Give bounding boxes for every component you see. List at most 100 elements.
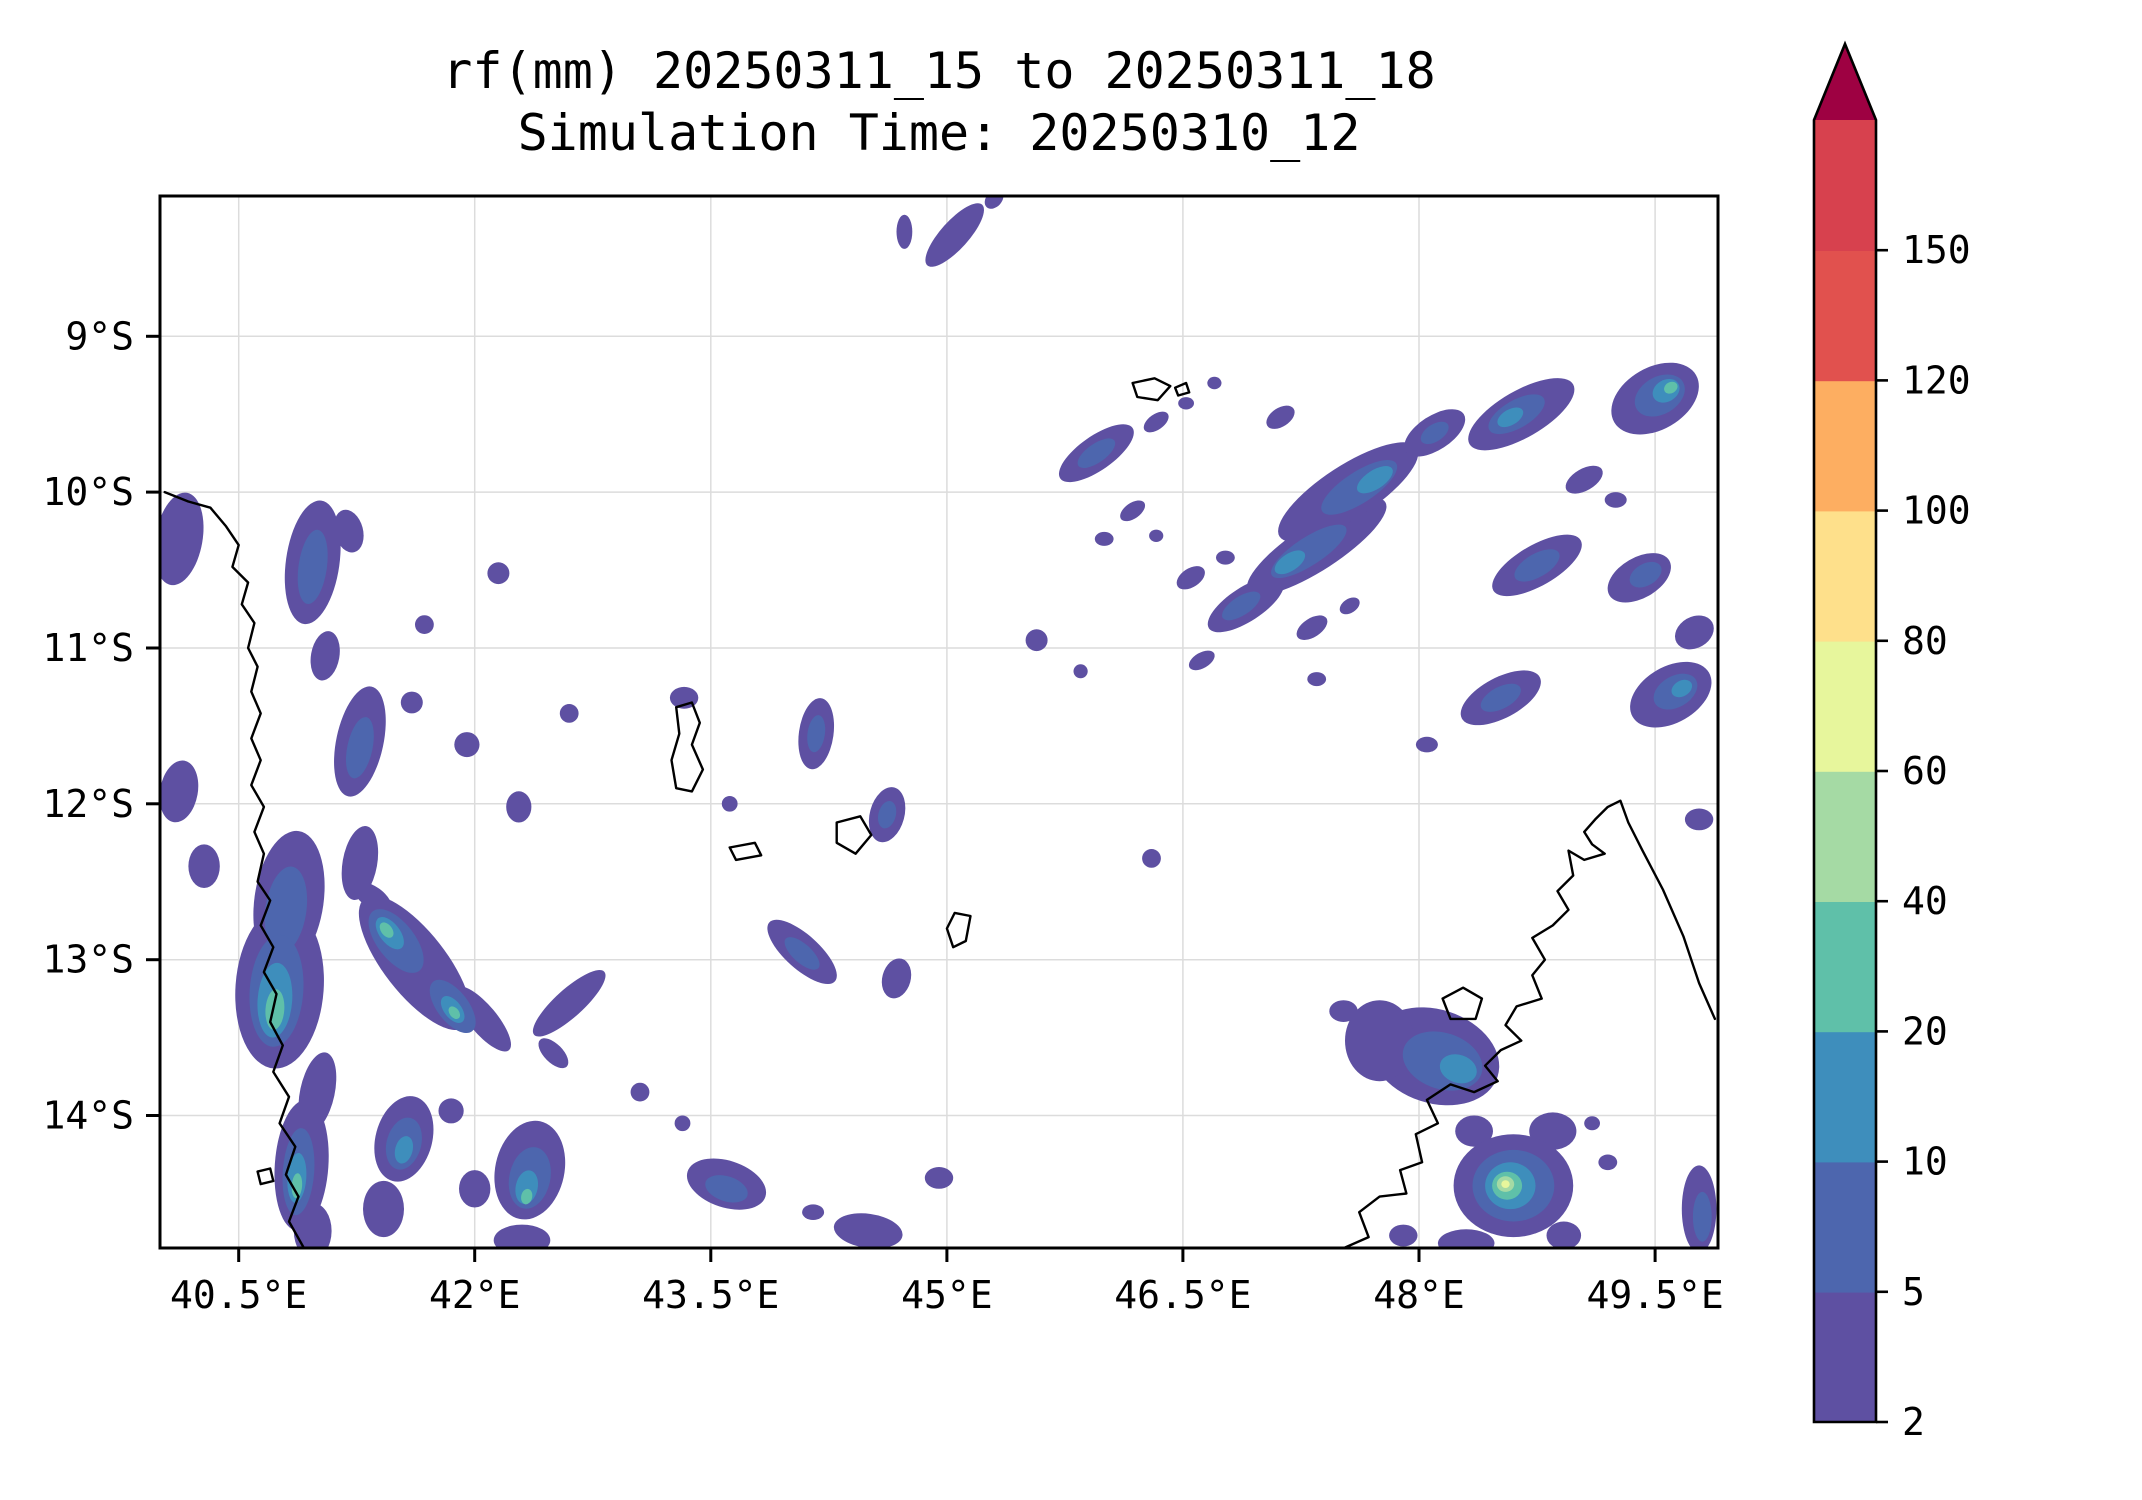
colorbar-segment: [1814, 1291, 1876, 1423]
rain-patch: [1675, 615, 1714, 650]
colorbar-segment: [1814, 380, 1876, 512]
rain-patch: [160, 760, 199, 823]
colorbar-tick-label: 120: [1902, 358, 1971, 402]
x-tick-label: 49.5°E: [1586, 1273, 1723, 1317]
x-tick-label: 40.5°E: [170, 1273, 307, 1317]
colorbar-segment: [1814, 1161, 1876, 1293]
rain-patch: [1094, 531, 1114, 546]
rain-patch: [1339, 597, 1360, 615]
coastline-aldabra-atoll-east: [1173, 381, 1191, 397]
rain-patch: [1480, 683, 1521, 712]
rain-patch: [1274, 550, 1306, 575]
colorbar-tick-label: 40: [1902, 879, 1948, 923]
colorbar-segment: [1814, 901, 1876, 1033]
colorbar-outline: [1812, 40, 1878, 1424]
rain-patch: [721, 796, 738, 812]
colorbar-segment: [1814, 640, 1876, 772]
rain-patch: [1188, 650, 1215, 671]
coastline-nosy-be-island: [1441, 986, 1484, 1021]
rain-patch: [515, 1170, 539, 1205]
rain-patch: [784, 937, 820, 970]
rain-patch: [454, 732, 480, 758]
rain-patch: [1222, 591, 1261, 621]
colorbar-segment: [1814, 1031, 1876, 1163]
rain-patch: [459, 1170, 491, 1208]
rain-patch: [1149, 529, 1164, 542]
rain-patch: [353, 881, 392, 913]
y-tick-label: 11°S: [42, 626, 134, 670]
rain-patch: [1420, 421, 1449, 445]
rain-patch: [415, 615, 434, 634]
rain-patch: [1178, 397, 1194, 410]
y-tick-label: 10°S: [42, 470, 134, 514]
y-tick-label: 12°S: [42, 782, 134, 826]
rain-patch: [333, 509, 364, 553]
rain-patch: [310, 631, 340, 681]
rain-patch: [1025, 629, 1048, 652]
rain-patch: [1415, 736, 1438, 753]
rain-patch: [297, 529, 328, 604]
colorbar-tick-label: 150: [1902, 228, 1971, 272]
rain-patch: [1584, 1116, 1600, 1131]
rain-patch: [506, 791, 532, 823]
rain-patch: [1077, 438, 1116, 468]
rain-patch: [1207, 376, 1222, 390]
rain-patch: [1671, 679, 1693, 698]
rain-patch: [188, 844, 220, 888]
coastline-grande-comore-island: [670, 701, 705, 793]
rain-patch: [1356, 466, 1393, 494]
colorbar-tick-label: 5: [1902, 1270, 1925, 1314]
rain-patch: [394, 1136, 414, 1164]
rain-patch: [1296, 615, 1328, 640]
x-tick-label: 43.5°E: [642, 1273, 779, 1317]
rain-patch: [924, 1167, 954, 1189]
y-tick-label: 13°S: [42, 938, 134, 982]
rain-patch: [833, 1213, 903, 1248]
rain-patch: [881, 958, 912, 999]
rain-patch: [1345, 1000, 1415, 1082]
rain-patch: [1684, 808, 1714, 831]
rain-patch: [1073, 664, 1088, 679]
rain-patch: [877, 800, 897, 829]
x-tick-label: 46.5°E: [1114, 1273, 1251, 1317]
y-tick-label: 9°S: [65, 314, 134, 358]
rain-patch: [1514, 549, 1560, 582]
rain-patch: [1546, 1221, 1582, 1248]
chart-titles: rf(mm) 20250311_15 to 20250311_18 Simula…: [160, 40, 1718, 164]
rain-patch: [705, 1175, 748, 1203]
rain-patch: [400, 691, 423, 714]
x-tick-label: 42°E: [429, 1273, 521, 1317]
rain-patch: [896, 214, 913, 249]
coastline-moheli-island: [728, 841, 763, 862]
colorbar-segment: [1814, 120, 1876, 251]
colorbar-extend-triangle: [1814, 44, 1876, 120]
rain-patch: [264, 866, 308, 954]
rain-patch: [1120, 500, 1146, 522]
coastline-layer: [163, 377, 1717, 1248]
rain-patch: [674, 1115, 691, 1132]
rain-patch: [1501, 1180, 1510, 1188]
rain-patch: [1455, 1115, 1493, 1147]
chart-subtitle: Simulation Time: 20250310_12: [517, 104, 1361, 162]
rain-patch: [532, 970, 606, 1037]
chart-title: rf(mm) 20250311_15 to 20250311_18: [442, 42, 1436, 100]
coastline-africa: [163, 490, 306, 1248]
coastline-aldabra-atoll: [1131, 377, 1172, 402]
rain-patch: [1143, 411, 1169, 433]
plot-frame: [158, 194, 1720, 1250]
rain-patch: [984, 196, 1004, 209]
rain-patch: [291, 1173, 303, 1199]
rain-patch: [1307, 672, 1327, 687]
rain-patch: [559, 704, 579, 723]
rain-patch: [925, 203, 984, 267]
colorbar-tick-label: 60: [1902, 749, 1948, 793]
coastline-anjouan-island: [835, 815, 873, 855]
rain-patch: [487, 562, 510, 585]
rain-patch: [363, 1180, 404, 1238]
rain-patch: [1216, 550, 1235, 565]
rain-patch: [521, 1188, 533, 1205]
rain-patch: [438, 1098, 464, 1124]
colorbar-tick-label: 80: [1902, 619, 1948, 663]
rain-patch: [1176, 566, 1205, 590]
colorbar-segment: [1814, 510, 1876, 642]
